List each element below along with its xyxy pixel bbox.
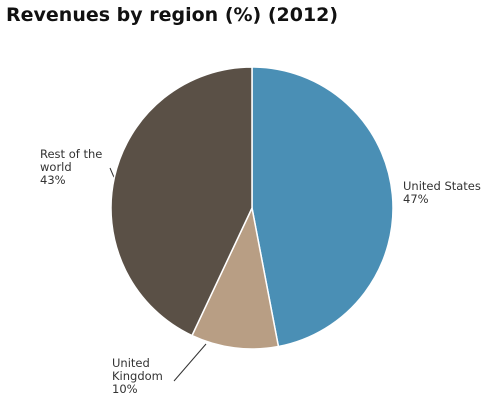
pie-slice bbox=[190, 205, 280, 350]
value-label: 47% bbox=[403, 192, 429, 206]
slice-label: United States 47% bbox=[403, 180, 493, 206]
pie-slice bbox=[251, 66, 394, 348]
leader-line bbox=[173, 343, 207, 382]
category-label: Rest of the world bbox=[40, 147, 103, 174]
chart-title: Revenues by region (%) (2012) bbox=[6, 4, 339, 26]
value-label: 43% bbox=[40, 173, 66, 187]
slice-label: United Kingdom 10% bbox=[112, 357, 172, 396]
category-label: United States bbox=[403, 179, 481, 193]
category-label: United Kingdom bbox=[112, 356, 163, 383]
pie-slice bbox=[110, 66, 253, 337]
slice-label: Rest of the world 43% bbox=[40, 148, 106, 187]
value-label: 10% bbox=[112, 382, 138, 396]
